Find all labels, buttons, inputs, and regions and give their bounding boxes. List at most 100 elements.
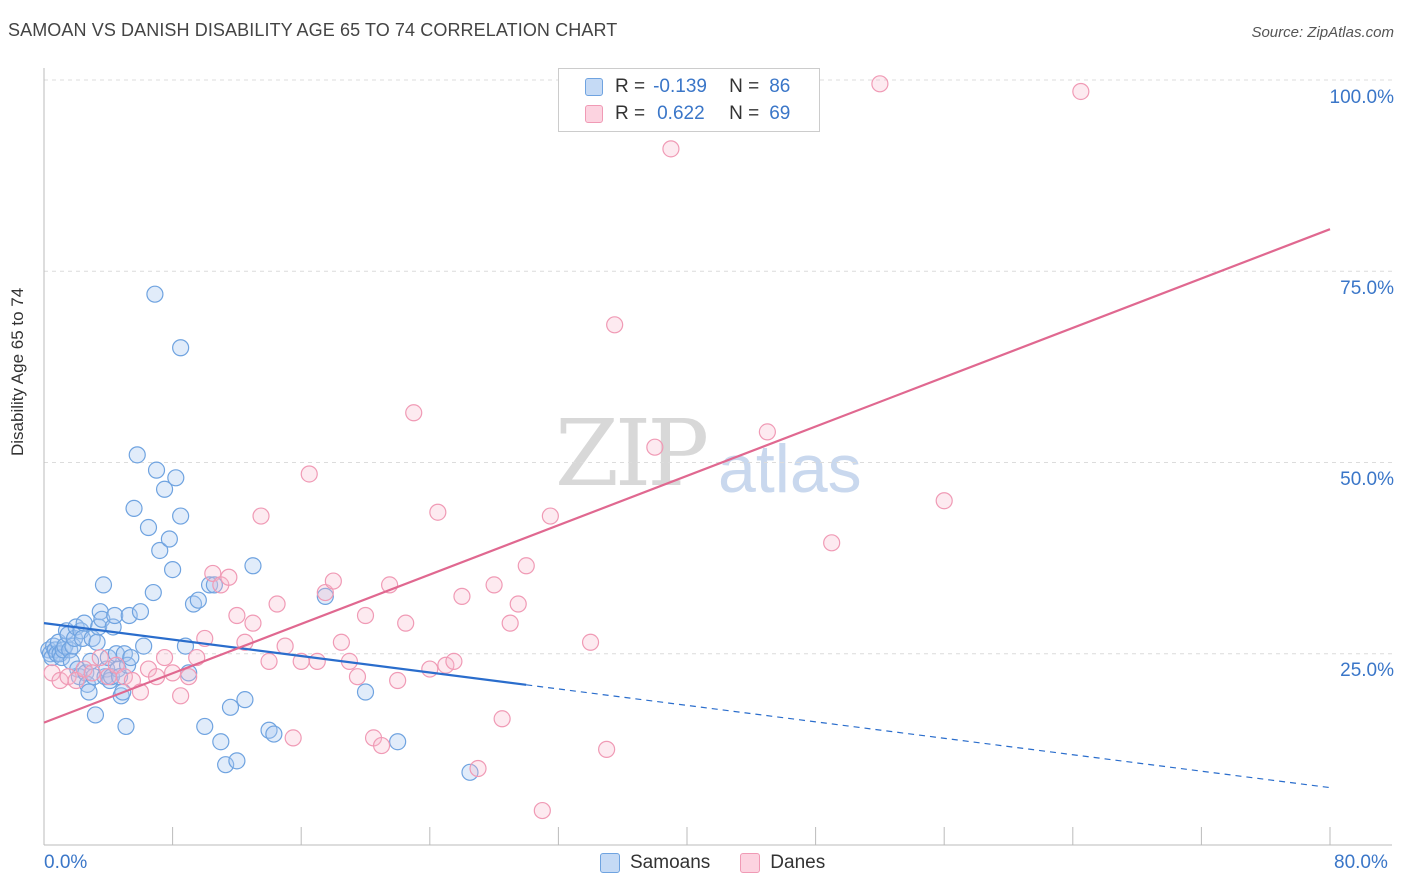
source-label: Source: ZipAtlas.com	[1251, 24, 1394, 41]
dane-point	[421, 660, 439, 678]
dane-point	[758, 423, 776, 441]
dane-point	[284, 729, 302, 747]
samoan-point	[88, 633, 106, 651]
samoan-point	[389, 733, 407, 751]
dane-point	[155, 648, 174, 667]
samoan-point	[135, 637, 153, 655]
x-tick-min: 0.0%	[44, 852, 88, 873]
legend-n-value: 86	[769, 76, 791, 97]
y-tick-50: 50.0%	[1340, 469, 1394, 490]
dane-point	[823, 534, 841, 552]
legend-swatch-samoans	[585, 78, 603, 96]
dane-point	[244, 614, 262, 632]
correlation-legend: R = -0.139 N = 86 R = 0.622 N = 69	[558, 68, 820, 132]
samoans-swatch	[600, 853, 620, 873]
samoan-point	[155, 480, 174, 498]
dane-point	[268, 595, 286, 613]
legend-r-label: R =	[615, 76, 646, 97]
samoan-point	[164, 560, 182, 579]
legend-r-value: -0.139	[653, 76, 707, 97]
dane-point	[541, 507, 559, 525]
dane-point	[646, 438, 664, 456]
dane-point	[228, 606, 246, 625]
dane-point	[1072, 82, 1090, 101]
samoan-point	[146, 285, 164, 303]
series-legend: Samoans Danes	[600, 852, 855, 874]
samoan-point	[172, 339, 190, 357]
samoan-point	[212, 733, 230, 751]
dane-point	[485, 576, 503, 594]
dane-point	[356, 606, 375, 625]
samoans-trend-line	[43, 622, 527, 686]
legend-row-samoans: R = -0.139 N = 86	[585, 75, 790, 99]
dane-point	[348, 668, 367, 686]
y-tick-75: 75.0%	[1340, 278, 1394, 299]
samoan-point	[94, 576, 113, 594]
dane-point	[324, 572, 342, 590]
dane-point	[300, 465, 318, 483]
y-axis-label: Disability Age 65 to 74	[8, 287, 27, 456]
samoan-point	[106, 606, 124, 625]
dane-point	[75, 660, 93, 678]
samoan-point	[122, 648, 140, 667]
series-legend-danes: Danes	[740, 852, 825, 874]
samoans-trend-line-extrapolated	[526, 684, 1331, 789]
samoan-point	[117, 717, 135, 736]
danes-swatch	[740, 853, 761, 873]
samoan-point	[167, 469, 185, 487]
samoans-label: Samoans	[630, 852, 711, 873]
samoan-point	[128, 446, 146, 464]
samoan-point	[160, 530, 178, 548]
y-tick-25: 25.0%	[1340, 660, 1394, 681]
dane-point	[83, 664, 101, 682]
dane-point	[180, 668, 198, 686]
dane-point	[533, 801, 551, 820]
dane-point	[662, 140, 680, 158]
samoan-point	[172, 507, 190, 525]
dane-point	[332, 633, 350, 651]
samoan-point	[196, 717, 214, 736]
legend-row-danes: R = 0.622 N = 69	[585, 102, 790, 126]
dane-point	[172, 687, 190, 705]
samoan-point	[356, 683, 375, 701]
samoan-point	[236, 691, 254, 709]
dane-point	[91, 648, 109, 667]
dane-point	[308, 652, 326, 671]
danes-label: Danes	[770, 852, 826, 873]
samoan-point	[461, 763, 479, 781]
legend-n-value: 69	[769, 103, 791, 124]
dane-point	[389, 671, 407, 690]
samoan-point	[144, 583, 162, 602]
watermark-zip: ZIP	[555, 400, 709, 507]
dane-point	[405, 404, 423, 422]
samoan-point	[217, 756, 235, 774]
samoan-point	[125, 499, 143, 517]
dane-point	[445, 652, 463, 671]
dane-point	[509, 595, 527, 613]
dane-point	[276, 637, 294, 655]
dane-point	[437, 656, 455, 674]
dane-point	[598, 740, 616, 758]
chart-title: SAMOAN VS DANISH DISABILITY AGE 65 TO 74…	[8, 20, 618, 40]
dane-point	[469, 759, 487, 778]
samoan-point	[139, 518, 158, 537]
danes-trend-line	[43, 228, 1331, 724]
samoan-point	[244, 557, 262, 575]
series-legend-samoans: Samoans	[600, 852, 710, 874]
dane-point	[935, 492, 953, 510]
samoan-point	[265, 725, 283, 743]
y-tick-100: 100.0%	[1329, 87, 1394, 108]
dane-point	[517, 557, 535, 575]
samoan-point	[189, 591, 207, 609]
samoan-point	[228, 752, 246, 770]
dane-point	[453, 587, 471, 605]
dane-point	[260, 652, 278, 671]
dane-point	[871, 75, 889, 93]
dane-point	[581, 633, 600, 651]
legend-n-label: N =	[729, 76, 760, 97]
legend-r-value: 0.622	[657, 103, 705, 124]
x-tick-max: 80.0%	[1334, 852, 1388, 873]
samoan-point	[120, 606, 138, 625]
dane-point	[429, 503, 447, 521]
